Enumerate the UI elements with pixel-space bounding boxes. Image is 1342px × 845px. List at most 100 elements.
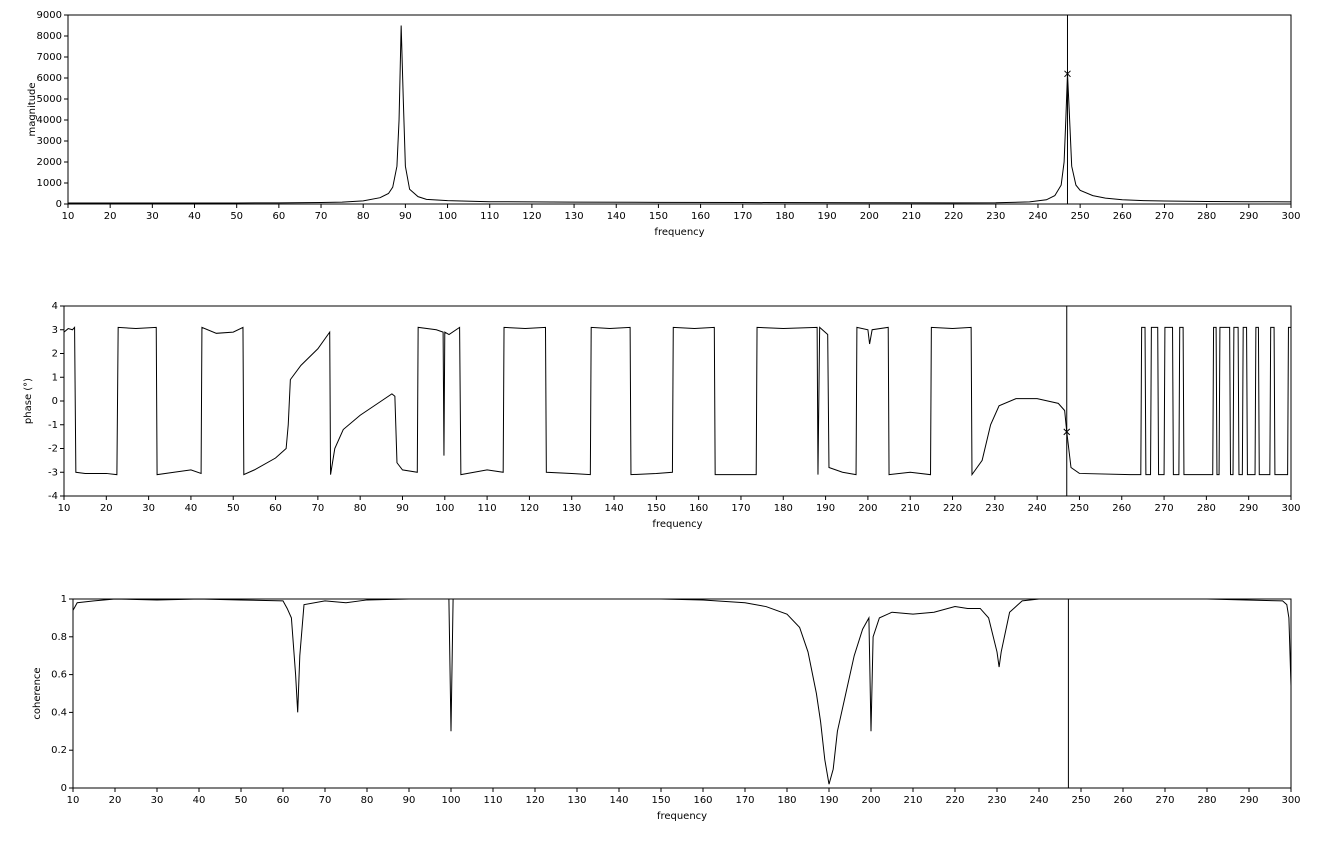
data-line <box>68 25 1292 204</box>
x-tick-label: 140 <box>609 795 628 806</box>
x-tick-label: 290 <box>1239 795 1258 806</box>
x-tick-label: 280 <box>1197 503 1216 514</box>
y-tick-label: 3000 <box>37 136 62 147</box>
x-tick-label: 40 <box>185 503 198 514</box>
x-tick-label: 210 <box>902 211 921 222</box>
y-tick-label: 7000 <box>37 52 62 63</box>
y-tick-label: -1 <box>48 420 58 431</box>
x-tick-label: 20 <box>109 795 122 806</box>
x-tick-label: 190 <box>816 503 835 514</box>
y-tick-label: 0.6 <box>51 670 67 681</box>
x-tick-label: 260 <box>1113 795 1132 806</box>
x-tick-label: 80 <box>357 211 370 222</box>
y-tick-label: 0 <box>56 199 62 210</box>
x-tick-label: 120 <box>522 211 541 222</box>
x-tick-label: 110 <box>480 211 499 222</box>
x-tick-label: 240 <box>1028 503 1047 514</box>
x-tick-label: 130 <box>565 211 584 222</box>
y-tick-label: 0.4 <box>51 707 67 718</box>
x-tick-label: 270 <box>1155 211 1174 222</box>
x-tick-label: 270 <box>1155 503 1174 514</box>
y-axis-label: coherence <box>32 667 43 719</box>
x-tick-label: 60 <box>277 795 290 806</box>
x-tick-label: 300 <box>1281 503 1300 514</box>
x-tick-label: 210 <box>903 795 922 806</box>
x-tick-label: 10 <box>67 795 80 806</box>
x-tick-label: 140 <box>604 503 623 514</box>
x-tick-label: 100 <box>441 795 460 806</box>
x-tick-label: 230 <box>987 795 1006 806</box>
x-tick-label: 30 <box>146 211 159 222</box>
y-tick-label: 9000 <box>37 10 62 21</box>
x-tick-label: 200 <box>860 211 879 222</box>
x-tick-label: 50 <box>230 211 243 222</box>
x-tick-label: 220 <box>944 211 963 222</box>
x-tick-label: 260 <box>1112 503 1131 514</box>
x-tick-label: 70 <box>311 503 324 514</box>
x-tick-label: 180 <box>775 211 794 222</box>
x-tick-label: 180 <box>774 503 793 514</box>
y-tick-label: 2 <box>52 349 58 360</box>
y-tick-label: 0 <box>61 783 67 794</box>
y-tick-label: 5000 <box>37 94 62 105</box>
y-tick-label: 2000 <box>37 157 62 168</box>
y-tick-label: 0.2 <box>51 745 67 756</box>
y-tick-label: 1000 <box>37 178 62 189</box>
x-tick-label: 200 <box>861 795 880 806</box>
x-tick-label: 30 <box>142 503 155 514</box>
y-tick-label: 4 <box>52 301 58 312</box>
plot-frame <box>63 305 1292 497</box>
x-tick-label: 170 <box>731 503 750 514</box>
x-tick-label: 300 <box>1281 211 1300 222</box>
x-tick-label: 230 <box>986 211 1005 222</box>
x-tick-label: 150 <box>647 503 666 514</box>
x-tick-label: 40 <box>188 211 201 222</box>
x-tick-label: 20 <box>104 211 117 222</box>
y-tick-label: 8000 <box>37 31 62 42</box>
x-tick-label: 100 <box>438 211 457 222</box>
x-tick-label: 280 <box>1197 795 1216 806</box>
plot-frame <box>72 598 1292 789</box>
x-tick-label: 250 <box>1071 795 1090 806</box>
x-tick-label: 90 <box>403 795 416 806</box>
x-tick-label: 190 <box>818 211 837 222</box>
cursor-marker <box>1064 70 1071 78</box>
x-tick-label: 80 <box>361 795 374 806</box>
x-tick-label: 140 <box>607 211 626 222</box>
x-tick-label: 60 <box>269 503 282 514</box>
x-axis-label: frequency <box>657 811 707 822</box>
x-tick-label: 170 <box>735 795 754 806</box>
x-tick-label: 250 <box>1071 211 1090 222</box>
x-tick-label: 70 <box>319 795 332 806</box>
x-tick-label: 170 <box>733 211 752 222</box>
x-tick-label: 40 <box>193 795 206 806</box>
x-tick-label: 270 <box>1155 795 1174 806</box>
x-tick-label: 130 <box>567 795 586 806</box>
plot-frame <box>67 14 1292 205</box>
y-axis-label: phase (°) <box>23 378 34 424</box>
x-tick-label: 70 <box>315 211 328 222</box>
x-tick-label: 210 <box>901 503 920 514</box>
x-tick-label: 150 <box>651 795 670 806</box>
x-tick-label: 60 <box>272 211 285 222</box>
x-tick-label: 10 <box>62 211 75 222</box>
x-tick-label: 240 <box>1028 211 1047 222</box>
x-tick-label: 80 <box>354 503 367 514</box>
y-tick-label: -2 <box>48 444 58 455</box>
x-tick-label: 20 <box>100 503 113 514</box>
data-line <box>63 326 1291 477</box>
x-tick-label: 290 <box>1239 503 1258 514</box>
x-axis-label: frequency <box>654 227 704 238</box>
x-tick-label: 150 <box>649 211 668 222</box>
x-axis-label: frequency <box>652 519 702 530</box>
y-tick-label: 6000 <box>37 73 62 84</box>
x-tick-label: 30 <box>151 795 164 806</box>
data-line <box>72 598 1292 785</box>
x-tick-label: 110 <box>483 795 502 806</box>
x-tick-label: 90 <box>396 503 409 514</box>
x-tick-label: 290 <box>1239 211 1258 222</box>
x-tick-label: 240 <box>1029 795 1048 806</box>
x-tick-label: 160 <box>689 503 708 514</box>
x-tick-label: 120 <box>525 795 544 806</box>
